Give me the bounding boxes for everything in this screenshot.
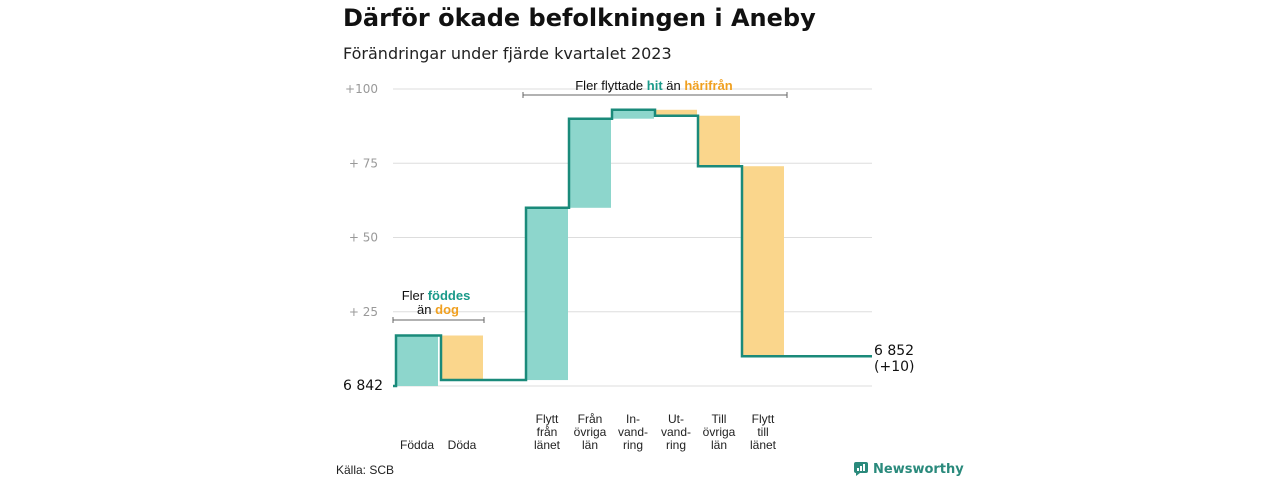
bar [655,109,697,116]
x-tick-label: länet [750,438,777,452]
brand-name: Newsworthy [873,461,964,477]
x-tick-label: län [582,438,598,452]
x-tick-label: ring [666,438,686,452]
moves-annotation-harifran: härifrån [684,78,732,93]
x-tick-label: ring [623,438,643,452]
y-tick-label: + 75 [349,156,378,170]
births-annotation-highlight: föddes [428,288,471,303]
svg-text:Fler flyttade hit än härifrån: Fler flyttade hit än härifrån [575,78,733,93]
bar [526,207,568,381]
bar [612,109,654,119]
bar [698,115,740,167]
x-tick-label: från [537,425,558,439]
y-tick-label: + 25 [349,305,378,319]
bar [441,335,483,381]
x-tick-label: Flytt [752,412,775,426]
moves-annotation-hit: hit [647,78,664,93]
end-change-label: (+10) [874,359,914,375]
x-tick-label: Från [578,412,603,426]
end-value-label: 6 852 [874,343,914,359]
x-tick-label: In- [626,412,640,426]
brand-logo: Newsworthy [853,461,964,477]
bar [396,335,438,386]
step-line [393,108,872,388]
births-annotation-pre2: än [417,302,435,317]
x-tick-label: övriga [703,425,736,439]
newsworthy-icon [854,462,868,476]
bars [396,109,784,386]
cumulative-step-line [393,108,872,388]
births-annotation-highlight2: dog [435,302,459,317]
chart-subtitle: Förändringar under fjärde kvartalet 2023 [343,44,672,63]
x-tick-label: till [757,425,768,439]
moves-annotation-mid: än [663,78,685,93]
x-tick-label: vand- [618,425,648,439]
y-tick-label: + 50 [349,231,378,245]
x-tick-label: vand- [661,425,691,439]
y-axis-ticks: +100 + 75 + 50 + 25 [345,82,378,319]
svg-text:Fler föddes: Fler föddes [402,288,471,303]
source-note: Källa: SCB [336,463,395,477]
x-tick-label: Födda [400,438,434,452]
start-value-label: 6 842 [343,378,383,394]
chart-title: Därför ökade befolkningen i Aneby [343,4,816,32]
svg-text:än dog: än dog [417,302,459,317]
births-annotation-pre: Fler [402,288,428,303]
gridlines [393,88,872,387]
x-tick-label: länet [534,438,561,452]
x-tick-label: Ut- [668,412,684,426]
x-tick-label: Döda [448,438,477,452]
moves-annotation: Fler flyttade hit än härifrån [522,78,788,98]
x-tick-label: övriga [574,425,607,439]
x-axis-labels: Födda DödaFlyttfrånlänetFrånövrigalänIn-v… [400,412,777,452]
births-annotation: Fler föddes än dog [392,288,485,323]
moves-annotation-pre: Fler flyttade [575,78,647,93]
x-tick-label: län [711,438,727,452]
x-tick-label: Till [712,412,727,426]
bar [742,166,784,357]
x-tick-label: Flytt [536,412,559,426]
y-tick-label: +100 [345,82,378,96]
bar [569,118,611,208]
